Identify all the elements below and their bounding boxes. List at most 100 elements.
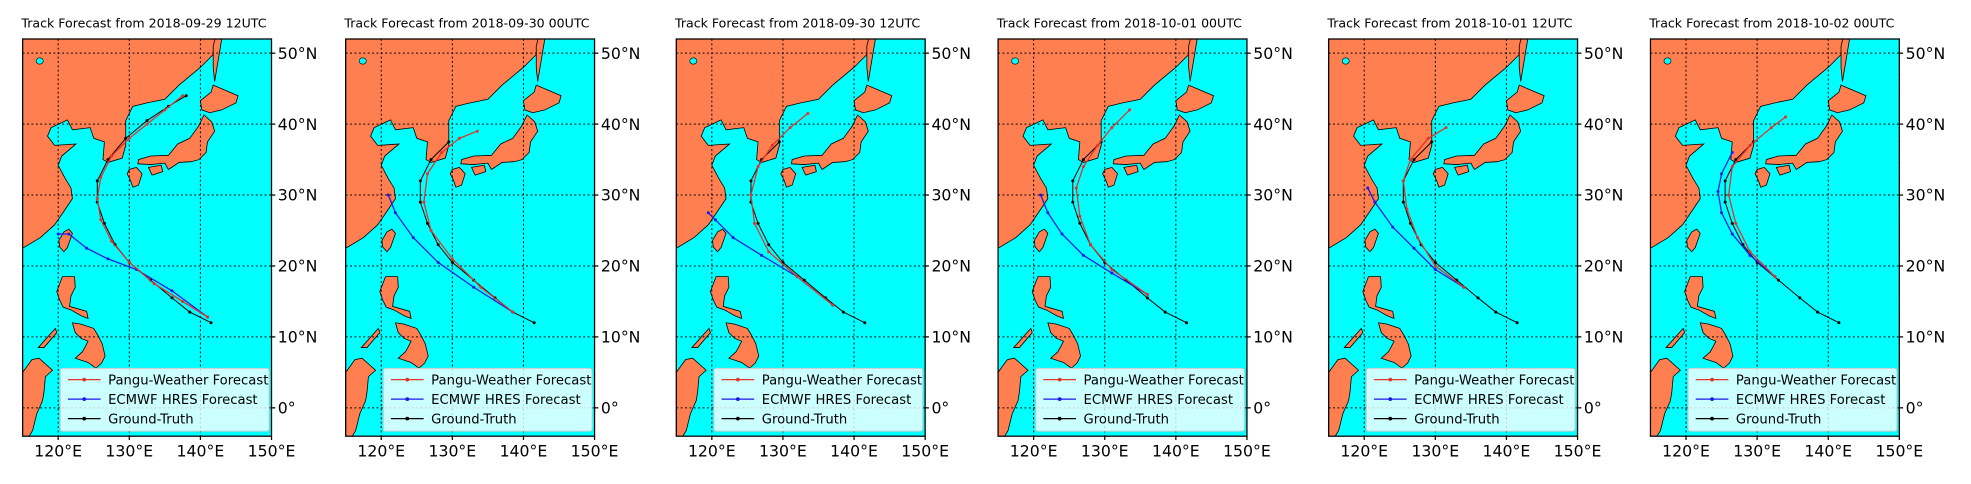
legend-box <box>1687 367 1898 432</box>
legend-marker <box>1388 377 1393 382</box>
legend-marker <box>1710 397 1714 402</box>
track-point <box>170 296 174 300</box>
x-tick-label: 150°E <box>248 441 296 460</box>
track-point <box>106 257 110 261</box>
track-point <box>1748 143 1752 147</box>
x-tick-label: 140°E <box>1804 441 1852 460</box>
track-point <box>1145 292 1149 296</box>
y-tick-label: 0° <box>601 398 619 417</box>
map-panel: Track Forecast from 2018-10-02 00UTC 120°… <box>1648 16 1945 461</box>
track-point <box>99 218 103 222</box>
legend-marker <box>735 397 740 402</box>
map-frame <box>997 38 1248 437</box>
track-point <box>1748 253 1752 257</box>
track-point <box>450 260 454 264</box>
track-point <box>1145 296 1149 300</box>
track-point <box>1515 321 1519 325</box>
y-tick-label: 50°N <box>1906 44 1946 63</box>
track-point <box>1730 165 1734 169</box>
legend-marker <box>82 397 87 402</box>
track-line <box>387 194 514 313</box>
track-line <box>1040 194 1148 295</box>
map-panel: Track Forecast from 2018-10-01 12UTC 120°… <box>1326 16 1623 461</box>
track-point <box>1128 108 1132 112</box>
track-point <box>457 136 461 140</box>
track-point <box>450 257 454 261</box>
map-frame <box>675 38 926 437</box>
track-point <box>1723 179 1727 183</box>
y-tick-label: 0° <box>1253 398 1271 417</box>
track-point <box>1776 278 1780 282</box>
y-tick-label: 10°N <box>278 328 318 347</box>
y-tick-label: 10°N <box>1584 328 1624 347</box>
track-line <box>96 95 212 324</box>
track-point <box>770 143 774 147</box>
track-point <box>124 136 128 140</box>
y-tick-label: 40°N <box>1253 115 1293 134</box>
legend: Pangu-Weather Forecast ECMWF HRES Forecas… <box>382 367 593 432</box>
track-point <box>1163 310 1167 314</box>
track-point <box>67 232 71 236</box>
x-tick-label: 150°E <box>901 441 949 460</box>
track-point <box>1401 179 1405 183</box>
track-point <box>206 315 210 319</box>
track-point <box>788 126 792 130</box>
legend-label: ECMWF HRES Forecast <box>1414 393 1564 408</box>
track-point <box>1391 225 1395 229</box>
track-point <box>1408 221 1412 225</box>
y-tick-label: 40°N <box>601 115 641 134</box>
map-frame <box>345 38 596 437</box>
x-tick-label: 120°E <box>1340 441 1388 460</box>
map-panel: Track Forecast from 2018-09-30 00UTC 120°… <box>343 16 640 461</box>
track-point <box>1412 246 1416 250</box>
track-point <box>1401 200 1405 204</box>
legend-marker <box>405 397 410 402</box>
track-point <box>1408 158 1412 162</box>
track-point <box>95 197 99 201</box>
map-panel: Track Forecast from 2018-09-30 12UTC 120°… <box>674 16 971 461</box>
map-frame <box>21 38 273 437</box>
x-tick-label: 130°E <box>428 441 476 460</box>
track-point <box>1039 193 1043 197</box>
track-point <box>1185 321 1189 325</box>
legend-label: Pangu-Weather Forecast <box>762 374 922 389</box>
y-tick-label: 40°N <box>1584 115 1624 134</box>
x-tick-label: 140°E <box>830 441 878 460</box>
track-point <box>181 94 185 98</box>
x-tick-label: 150°E <box>1223 441 1271 460</box>
y-tick-label: 20°N <box>1253 257 1293 276</box>
legend: Pangu-Weather Forecast ECMWF HRES Forecas… <box>1035 367 1245 432</box>
panel-title: Track Forecast from 2018-10-01 00UTC <box>996 16 1242 31</box>
track-point <box>1416 236 1420 240</box>
track-point <box>760 253 764 257</box>
track-point <box>99 175 103 179</box>
legend-marker <box>1057 397 1062 402</box>
track-point <box>1720 211 1724 215</box>
y-tick-label: 30°N <box>1253 186 1293 205</box>
track-point <box>1081 165 1085 169</box>
y-tick-label: 50°N <box>1253 44 1293 63</box>
track-point <box>795 275 799 279</box>
track-point <box>1837 321 1841 325</box>
legend-label: Pangu-Weather Forecast <box>1414 374 1574 389</box>
y-tick-label: 10°N <box>601 328 641 347</box>
legend-label: ECMWF HRES Forecast <box>1084 393 1234 408</box>
map-frame <box>1328 38 1579 437</box>
track-point <box>1476 296 1480 300</box>
track-point <box>436 260 440 264</box>
track-point <box>1734 221 1738 225</box>
track-point <box>756 165 760 169</box>
track-point <box>411 236 415 240</box>
track-point <box>1720 172 1724 176</box>
track-point <box>731 236 735 240</box>
track-point <box>767 243 771 247</box>
track-point <box>163 108 167 112</box>
legend-label: Ground-Truth <box>108 413 193 428</box>
track-point <box>425 221 429 225</box>
track-point <box>209 321 213 325</box>
x-tick-label: 120°E <box>357 441 405 460</box>
legend: Pangu-Weather Forecast ECMWF HRES Forecas… <box>1687 367 1898 432</box>
track-point <box>1716 189 1720 194</box>
legend-marker <box>405 377 410 382</box>
